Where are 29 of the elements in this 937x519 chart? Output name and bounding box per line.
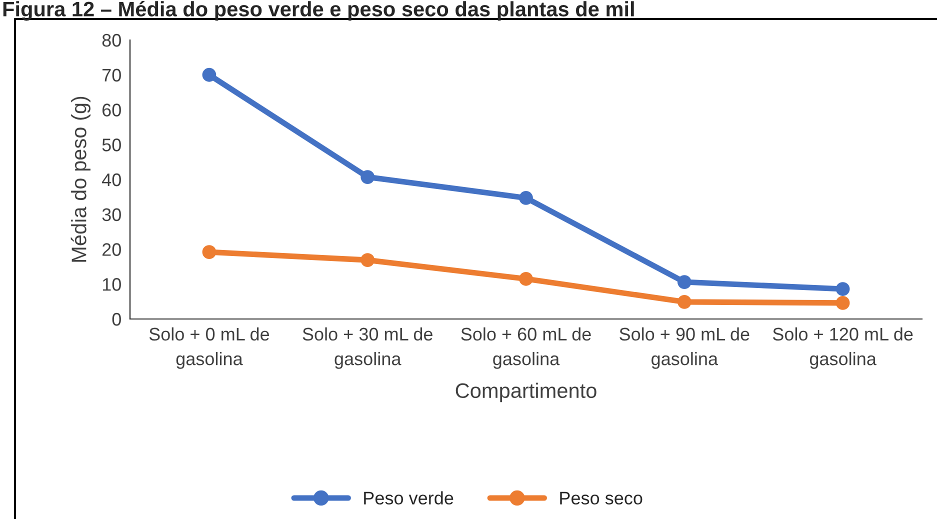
legend-label: Peso verde — [364, 491, 454, 505]
y-tick-label: 20 — [102, 243, 121, 256]
y-tick-label: 0 — [112, 312, 121, 326]
y-tick-label: 80 — [102, 34, 121, 47]
point — [519, 272, 533, 286]
point — [836, 296, 850, 310]
x-tick-label: Solo + 30 mL de gasolina — [302, 327, 432, 369]
y-tick-label: 30 — [102, 208, 121, 222]
y-tick-label: 40 — [102, 173, 121, 186]
point — [677, 294, 692, 309]
point — [519, 191, 533, 205]
x-tick-label: Solo + 0 mL de gasolina — [149, 327, 270, 369]
y-axis-title: Média do peso (g) — [70, 96, 90, 262]
point — [360, 170, 375, 184]
x-axis-title: Compartimento — [456, 382, 596, 402]
chart-title: Figura 12 – Média do peso verde e peso seco das plantas de mil — [3, 1, 634, 21]
x-tick-label: Solo + 120 mL de gasolina — [772, 327, 913, 369]
point — [202, 68, 216, 82]
y-tick-label: 60 — [102, 104, 121, 116]
y-tick-label: 10 — [102, 278, 121, 291]
legend-label: Peso seco — [560, 492, 642, 505]
point — [202, 245, 216, 259]
y-tick-label: 70 — [102, 68, 121, 82]
x-tick-label: Solo + 60 mL de gasolina — [461, 327, 591, 369]
x-tick-label: Solo + 90 mL de gasolina — [620, 327, 750, 369]
point — [836, 282, 850, 296]
point — [677, 275, 692, 289]
y-tick-label: 50 — [102, 138, 121, 152]
point — [360, 253, 375, 268]
